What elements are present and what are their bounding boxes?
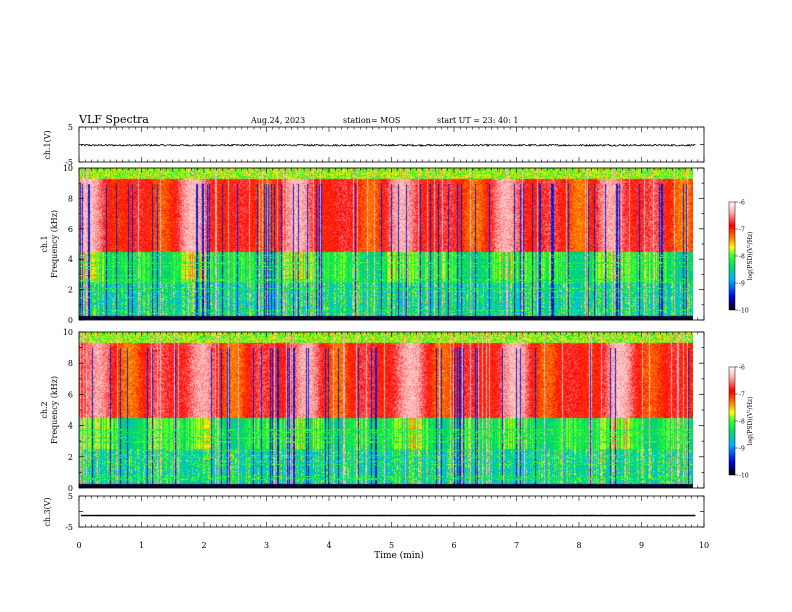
date-label: Aug.24, 2023 xyxy=(250,116,305,125)
ch1-colorbar-label: log(PSD)(V²/Hz) xyxy=(747,232,754,281)
ch2-spectrogram-channel-label: ch.2 xyxy=(40,401,49,418)
y-tick-label: 2 xyxy=(68,453,73,462)
y-tick-label: 10 xyxy=(63,164,73,173)
ch1-colorbar xyxy=(728,201,736,311)
colorbar-tick-label: -6 xyxy=(739,365,745,372)
ch3-waveform-ylabel: ch.3(V) xyxy=(43,497,52,526)
colorbar-tick-label: -9 xyxy=(739,446,745,453)
x-tick-label: 5 xyxy=(389,541,394,550)
y-tick-label: 6 xyxy=(68,390,73,399)
ch1-spectrogram-ylabel: Frequency (kHz) xyxy=(50,210,59,278)
y-tick-label: 5 xyxy=(68,123,73,132)
y-tick-label: 8 xyxy=(68,359,73,368)
x-tick-label: 4 xyxy=(326,541,331,550)
y-tick-label: -5 xyxy=(65,523,73,532)
x-tick-label: 1 xyxy=(139,541,144,550)
colorbar-tick-label: -10 xyxy=(739,308,749,315)
y-tick-label: 6 xyxy=(68,225,73,234)
y-tick-label: 8 xyxy=(68,194,73,203)
colorbar-tick-label: -8 xyxy=(739,419,745,426)
x-tick-label: 6 xyxy=(451,541,456,550)
colorbar-tick-label: -10 xyxy=(739,473,749,480)
x-tick-label: 9 xyxy=(639,541,644,550)
colorbar-ticks: -6 -7 -8 -9 -10 -6 -7 -8 -9 -10 xyxy=(735,200,749,480)
colorbar-tick-label: -6 xyxy=(739,200,745,207)
x-tick-label: 3 xyxy=(264,541,269,550)
y-tick-label: -5 xyxy=(65,158,73,167)
colorbar-tick-label: -7 xyxy=(739,392,745,399)
start-time-label: start UT = 23: 40: 1 xyxy=(437,116,518,125)
ch1-spectrogram-image xyxy=(79,168,693,320)
y-tick-label: 4 xyxy=(68,255,73,264)
x-axis-title: Time (min) xyxy=(374,550,424,561)
ch2-spectrogram-image xyxy=(79,332,693,488)
x-tick-label: 10 xyxy=(699,541,709,550)
y-tick-label: 2 xyxy=(68,286,73,295)
y-tick-label: 4 xyxy=(68,422,73,431)
y-tick-label: 0 xyxy=(68,316,73,325)
y-tick-label: 10 xyxy=(63,328,73,337)
station-label: station= MOS xyxy=(343,116,400,125)
y-tick-label: 0 xyxy=(68,484,73,493)
x-tick-label: 7 xyxy=(514,541,519,550)
ch2-colorbar-label: log(PSD)(V²/Hz) xyxy=(747,397,754,446)
ch2-spectrogram-ylabel: Frequency (kHz) xyxy=(50,376,59,444)
ch2-colorbar xyxy=(728,366,736,476)
ch1-waveform-trace xyxy=(80,143,696,148)
figure-title: VLF Spectra xyxy=(78,113,149,126)
y-tick-label: 5 xyxy=(68,492,73,501)
colorbar-tick-label: -8 xyxy=(739,254,745,261)
ch1-waveform-ylabel: ch.1(V) xyxy=(43,130,52,159)
ch1-spectrogram-channel-label: ch.1 xyxy=(40,235,49,252)
colorbar-tick-label: -9 xyxy=(739,281,745,288)
x-tick-label: 2 xyxy=(201,541,206,550)
colorbar-tick-label: -7 xyxy=(739,227,745,234)
x-tick-label: 8 xyxy=(576,541,581,550)
ch1-waveform-frame xyxy=(78,126,705,163)
x-tick-label: 0 xyxy=(76,541,81,550)
